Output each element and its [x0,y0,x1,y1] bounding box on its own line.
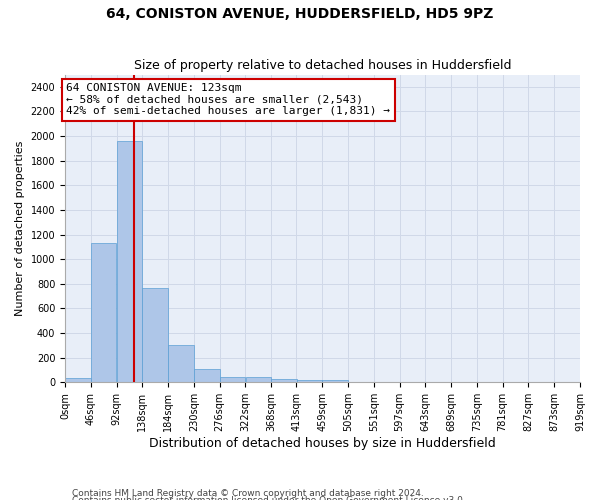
Bar [322,380,348,382]
Title: Size of property relative to detached houses in Huddersfield: Size of property relative to detached ho… [134,59,511,72]
Text: 64 CONISTON AVENUE: 123sqm
← 58% of detached houses are smaller (2,543)
42% of s: 64 CONISTON AVENUE: 123sqm ← 58% of deta… [66,83,390,116]
Bar [168,346,194,383]
Bar [194,370,220,382]
X-axis label: Distribution of detached houses by size in Huddersfield: Distribution of detached houses by size … [149,437,496,450]
Text: Contains public sector information licensed under the Open Government Licence v3: Contains public sector information licen… [72,496,466,500]
Bar [65,378,91,382]
Text: Contains HM Land Registry data © Crown copyright and database right 2024.: Contains HM Land Registry data © Crown c… [72,488,424,498]
Y-axis label: Number of detached properties: Number of detached properties [15,141,25,316]
Bar [271,378,297,382]
Text: 64, CONISTON AVENUE, HUDDERSFIELD, HD5 9PZ: 64, CONISTON AVENUE, HUDDERSFIELD, HD5 9… [106,8,494,22]
Bar [296,380,322,382]
Bar [117,141,142,382]
Bar [91,243,116,382]
Bar [142,288,168,382]
Bar [220,376,245,382]
Bar [245,377,271,382]
